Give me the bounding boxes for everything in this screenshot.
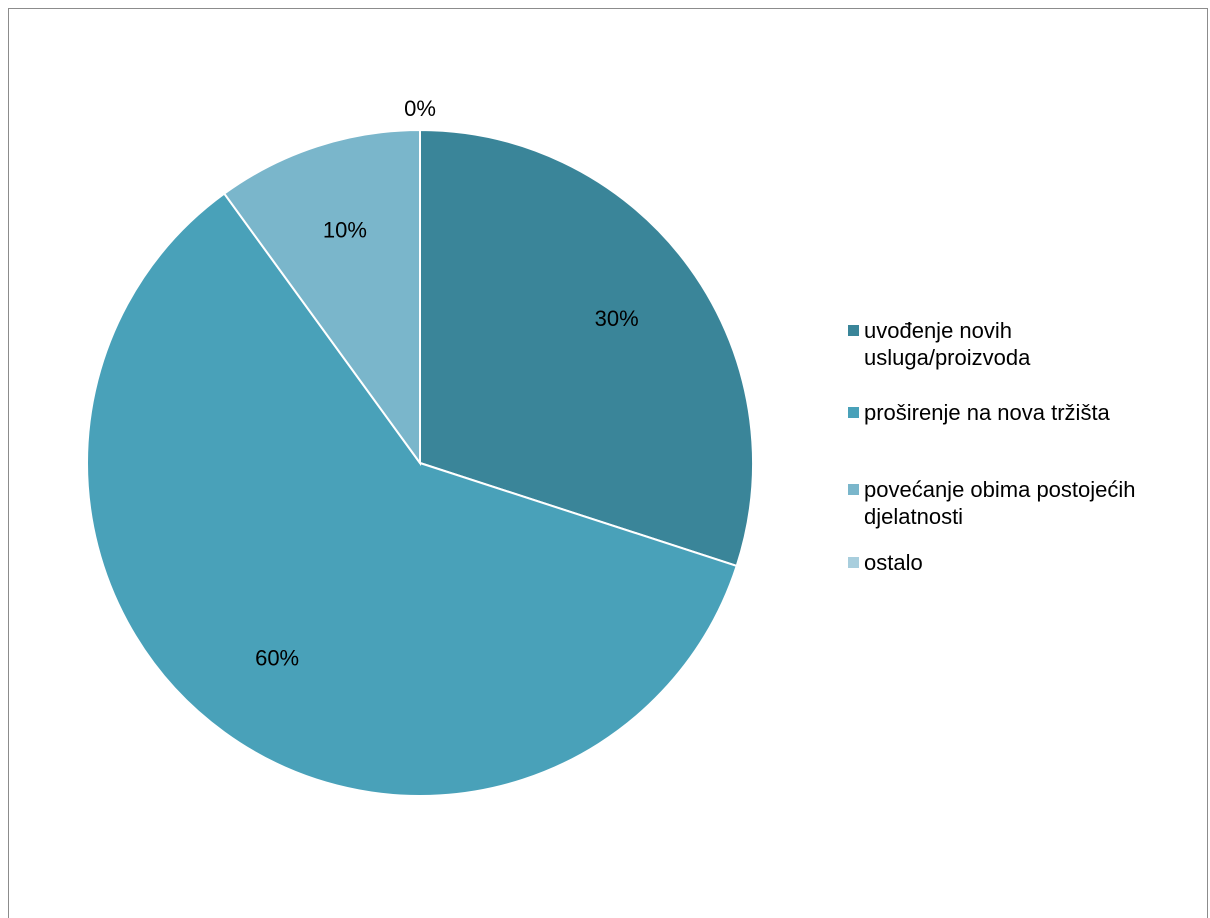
data-label-new-services: 30% (595, 306, 639, 331)
legend-swatch-scope-increase (848, 484, 859, 495)
legend-label-new-markets: proširenje na nova tržišta (864, 400, 1110, 425)
pie-slice-new-markets (86, 192, 738, 797)
data-label-new-markets: 60% (255, 645, 299, 670)
legend-item-new-markets: proširenje na nova tržišta (848, 399, 1110, 426)
legend-swatch-new-services (848, 325, 859, 336)
legend-item-other: ostalo (848, 549, 923, 576)
data-label-other: 0% (404, 96, 436, 121)
legend-item-scope-increase: povećanje obima postojećih djelatnosti (848, 476, 1136, 530)
pie-data-labels: 30% 60% 10% 0% (255, 96, 639, 671)
pie-slices (86, 128, 755, 797)
legend-swatch-new-markets (848, 407, 859, 418)
legend-label-new-services: uvođenje novih usluga/proizvoda (864, 318, 1031, 370)
legend-item-new-services: uvođenje novih usluga/proizvoda (848, 317, 1030, 371)
data-label-scope-increase: 10% (323, 218, 367, 243)
legend-label-scope-increase: povećanje obima postojećih djelatnosti (864, 477, 1136, 529)
legend-swatch-other (848, 557, 859, 568)
pie-slice-new-services (419, 128, 755, 568)
pie-slice-scope-increase (222, 128, 421, 467)
chart-frame (8, 8, 1208, 918)
legend-label-other: ostalo (864, 550, 923, 575)
